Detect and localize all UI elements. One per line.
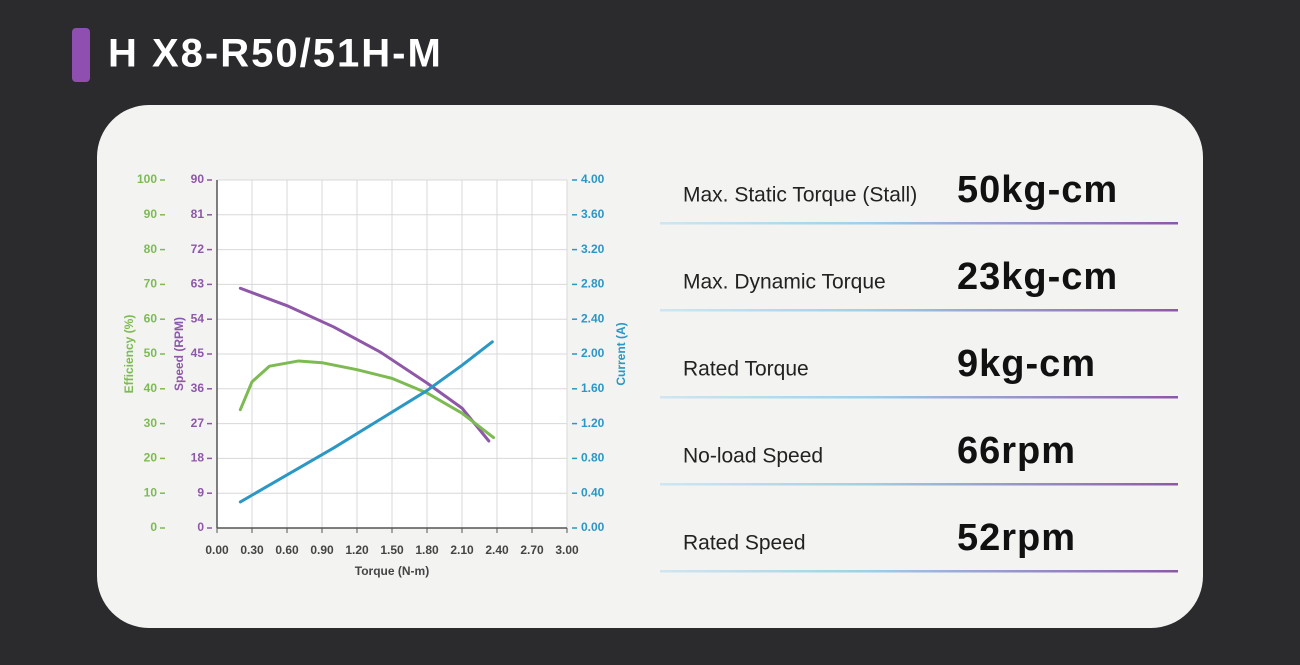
y-tick-label: 80 xyxy=(144,242,158,256)
x-tick-label: 1.50 xyxy=(380,543,404,557)
y-tick-label: 70 xyxy=(144,277,158,291)
y-tick-label: 30 xyxy=(144,416,158,430)
y-tick-label: 72 xyxy=(191,242,205,256)
series-line xyxy=(238,340,494,504)
spec-value: 50kg-cm xyxy=(957,169,1118,211)
y-tick-label: 54 xyxy=(191,311,205,325)
x-tick-label: 0.60 xyxy=(275,543,299,557)
y-tick-label: 60 xyxy=(144,311,158,325)
y-tick-label: 0.40 xyxy=(581,485,605,499)
spec-underline xyxy=(660,396,1178,399)
series-line xyxy=(238,359,495,440)
y-tick-label: 4.00 xyxy=(581,172,605,186)
y-axis-title: Speed (RPM) xyxy=(172,317,186,391)
y-tick-label: 0 xyxy=(197,520,204,534)
page-title: H X8-R50/51H-M xyxy=(108,32,443,76)
x-tick-label: 2.70 xyxy=(520,543,544,557)
x-tick-label: 1.20 xyxy=(345,543,369,557)
y-tick-label: 50 xyxy=(144,346,158,360)
y-tick-label: 3.20 xyxy=(581,242,605,256)
y-tick-label: 36 xyxy=(191,381,205,395)
y-tick-label: 10 xyxy=(144,485,158,499)
spec-label: Rated Speed xyxy=(683,532,806,555)
series-line xyxy=(238,286,491,443)
y-tick-label: 20 xyxy=(144,451,158,465)
y-axis-title: Current (A) xyxy=(614,322,628,385)
y-tick-label: 3.60 xyxy=(581,207,605,221)
y-tick-label: 27 xyxy=(191,416,205,430)
y-tick-label: 40 xyxy=(144,381,158,395)
x-tick-label: 2.10 xyxy=(450,543,474,557)
spec-underline xyxy=(660,309,1178,312)
spec-value: 52rpm xyxy=(957,517,1076,559)
y-tick-label: 1.60 xyxy=(581,381,605,395)
y-tick-label: 90 xyxy=(144,207,158,221)
y-tick-label: 45 xyxy=(191,346,205,360)
y-tick-label: 0.00 xyxy=(581,520,605,534)
y-tick-label: 1.20 xyxy=(581,416,605,430)
y-tick-label: 63 xyxy=(191,277,205,291)
spec-value: 66rpm xyxy=(957,430,1076,472)
y-tick-label: 100 xyxy=(137,172,157,186)
spec-label: Max. Static Torque (Stall) xyxy=(683,184,917,207)
title-accent xyxy=(72,28,90,82)
spec-label: Max. Dynamic Torque xyxy=(683,271,886,294)
spec-value: 23kg-cm xyxy=(957,256,1118,298)
y-tick-label: 0.80 xyxy=(581,451,605,465)
x-tick-label: 0.90 xyxy=(310,543,334,557)
y-tick-label: 0 xyxy=(150,520,157,534)
spec-underline xyxy=(660,570,1178,573)
y-tick-label: 18 xyxy=(191,451,205,465)
x-tick-label: 0.30 xyxy=(240,543,264,557)
spec-label: No-load Speed xyxy=(683,445,823,468)
spec-value: 9kg-cm xyxy=(957,343,1096,385)
y-tick-label: 2.80 xyxy=(581,277,605,291)
y-tick-label: 81 xyxy=(191,207,205,221)
y-tick-label: 2.00 xyxy=(581,346,605,360)
x-tick-label: 1.80 xyxy=(415,543,439,557)
spec-underline xyxy=(660,222,1178,225)
y-tick-label: 9 xyxy=(197,485,204,499)
x-axis-title: Torque (N-m) xyxy=(355,564,429,578)
y-tick-label: 90 xyxy=(191,172,205,186)
x-tick-label: 3.00 xyxy=(555,543,579,557)
y-tick-label: 2.40 xyxy=(581,311,605,325)
x-tick-label: 0.00 xyxy=(205,543,229,557)
y-axis-title: Efficiency (%) xyxy=(122,315,136,394)
spec-label: Rated Torque xyxy=(683,358,809,381)
x-tick-label: 2.40 xyxy=(485,543,509,557)
spec-underline xyxy=(660,483,1178,486)
